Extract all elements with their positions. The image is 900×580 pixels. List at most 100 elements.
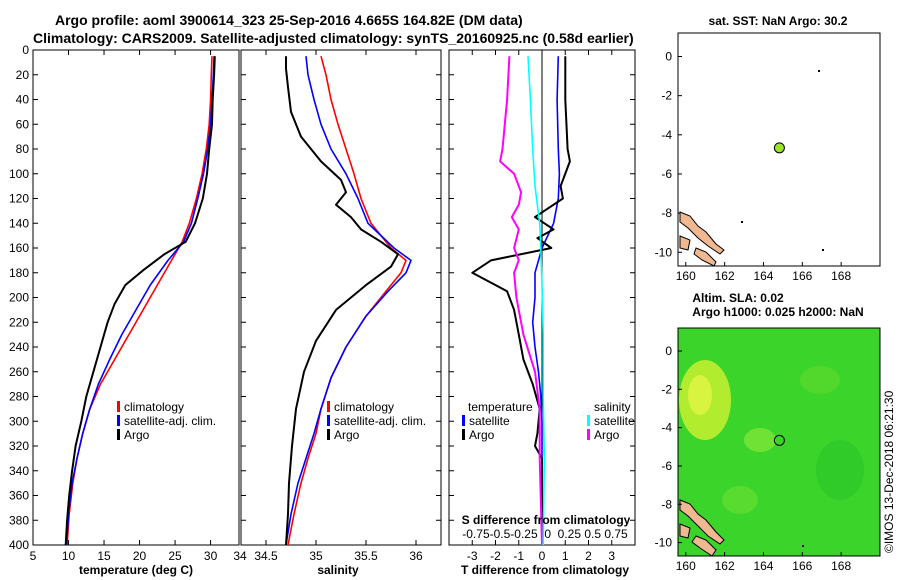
x-tick-label: -1: [513, 549, 524, 563]
x-tick-label: 3: [608, 549, 615, 563]
difference-s-ticks: -0.75-0.5-0.25 0 0.25 0.5 0.75: [462, 527, 628, 541]
land-island-west: [679, 235, 691, 251]
y-tick-label: 320: [9, 439, 29, 453]
difference-s-label: S difference from climatology: [462, 513, 631, 527]
series-line-argo: [64, 56, 216, 545]
y-tick-label: 100: [9, 167, 29, 181]
ssh-map-x-ticks: 160 162 164 166 168: [676, 552, 851, 573]
map-x-tick-label: 166: [792, 269, 812, 283]
legend-label-argo: Argo: [334, 428, 360, 442]
legend-swatch-satellite: [117, 415, 120, 426]
y-tick-label: 40: [16, 93, 30, 107]
legend-label-climatology: climatology: [124, 400, 184, 414]
y-tick-label: 380: [9, 513, 29, 527]
x-tick-label: 5: [30, 549, 37, 563]
x-tick-label: 25: [168, 549, 182, 563]
x-tick-label: -2: [490, 549, 501, 563]
land-solomon-islands: [679, 211, 725, 255]
sst-map-land: [679, 70, 824, 267]
y-tick-label: 220: [9, 315, 29, 329]
map-x-tick-label: 162: [715, 269, 735, 283]
temperature-x-tick-extra: 34: [233, 549, 247, 563]
map-y-tick-label: -2: [661, 89, 672, 103]
legend-swatch-climatology: [117, 401, 120, 412]
ssh-land-west: [679, 523, 691, 539]
series-line-satellite-adj-clim-: [285, 56, 412, 545]
map-x-tick-label: 164: [753, 559, 773, 573]
salinity-panel: 34.5 35 35.5 36 salinity climatology satell…: [240, 49, 442, 577]
ssh-map-anomalies: [679, 360, 864, 556]
legend-label-t-argo: Argo: [469, 428, 495, 442]
map-y-tick-label: -10: [655, 536, 673, 550]
series-line-t-satellite: [531, 56, 561, 545]
y-tick-label: 120: [9, 192, 29, 206]
legend-swatch-s-argo: [587, 429, 590, 440]
difference-lines: [471, 50, 571, 545]
temperature-y-ticks: 0 20 40 60 80 100 120 140 160 180 200 220 240 260 280 3…: [9, 43, 38, 552]
x-tick-label: 30: [204, 549, 218, 563]
difference-x-ticks: -3 -2 -1 0 1 2 3: [449, 49, 635, 563]
x-tick-label: 20: [133, 549, 147, 563]
x-tick-label: 34.5: [254, 549, 278, 563]
ssh-anomaly-mid: [800, 366, 840, 394]
y-tick-label: 400: [9, 538, 29, 552]
legend-label-s-satellite: satellite: [594, 414, 635, 428]
y-tick-label: 200: [9, 291, 29, 305]
map-y-tick-label: -4: [661, 128, 672, 142]
temperature-lines: [64, 56, 216, 545]
legend-label-t-satellite: satellite: [469, 414, 510, 428]
temperature-x-label: temperature (deg C): [79, 563, 193, 577]
ssh-anomaly-high: [688, 375, 712, 415]
ssh-land-islet: [802, 545, 804, 547]
sst-map-float-marker: [773, 142, 785, 154]
legend-title-temperature: temperature: [468, 400, 533, 414]
difference-panel: -3 -2 -1 0 1 2 3 T difference from climatology…: [448, 49, 636, 577]
salinity-x-label: salinity: [317, 563, 359, 577]
temperature-legend: climatology satellite-adj. clim. Argo: [117, 400, 216, 442]
y-tick-label: 160: [9, 241, 29, 255]
y-tick-label: 240: [9, 340, 29, 354]
x-tick-label: 36: [409, 549, 423, 563]
sst-map-x-ticks: 160 162 164 166 168: [676, 262, 851, 283]
difference-legend: temperature satellite Argo salinity sate…: [462, 400, 635, 442]
series-line-s-argo: [499, 56, 543, 545]
y-tick-label: 20: [16, 68, 30, 82]
series-line-s-satellite: [527, 56, 546, 545]
x-tick-label: -3: [467, 549, 478, 563]
legend-swatch-t-argo: [462, 429, 465, 440]
land-islet: [741, 221, 743, 223]
x-tick-label: 10: [62, 549, 76, 563]
x-tick-label: 15: [97, 549, 111, 563]
ssh-map-float-marker: [773, 434, 785, 446]
figure-title-line2: Climatology: CARS2009. Satellite-adjuste…: [33, 30, 634, 46]
y-tick-label: 60: [16, 117, 30, 131]
map-y-tick-label: -6: [661, 167, 672, 181]
map-y-tick-label: -4: [661, 421, 672, 435]
map-y-tick-label: -2: [661, 382, 672, 396]
sst-map-y-ticks: 0 -2 -4 -6 -8 -10: [655, 49, 682, 259]
legend-label-satellite: satellite-adj. clim.: [334, 414, 426, 428]
salinity-axes-box: [240, 49, 442, 546]
sst-map-title: sat. SST: NaN Argo: 30.2: [709, 14, 848, 28]
legend-swatch-s-satellite: [587, 415, 590, 426]
legend-label-satellite: satellite-adj. clim.: [124, 414, 216, 428]
map-y-tick-label: -10: [655, 245, 673, 259]
series-line-t-argo: [471, 56, 571, 545]
legend-label-argo: Argo: [124, 428, 150, 442]
ssh-anomaly-mid: [722, 486, 758, 514]
salinity-x-ticks: 34.5 35 35.5 36: [241, 49, 441, 563]
legend-swatch-climatology: [327, 401, 330, 412]
sst-map: sat. SST: NaN Argo: 30.2 0 -2 -4 -6 -8 -10 16…: [655, 14, 881, 283]
legend-swatch-t-satellite: [462, 415, 465, 426]
ssh-map: Altim. SLA: 0.02 Argo h1000: 0.025 h2000…: [655, 291, 881, 573]
ssh-map-title-line2: Argo h1000: 0.025 h2000: NaN: [692, 305, 863, 319]
series-line-climatology: [287, 55, 407, 545]
temperature-panel: 0 20 40 60 80 100 120 140 160 180 200 220 240 260 280 3…: [9, 43, 247, 577]
legend-swatch-satellite: [327, 415, 330, 426]
legend-swatch-argo: [327, 429, 330, 440]
ssh-anomaly-mid: [744, 428, 776, 452]
temperature-x-ticks: 5 10 15 20 25 30: [30, 50, 218, 563]
y-tick-label: 300: [9, 414, 29, 428]
land-islet: [822, 249, 824, 251]
